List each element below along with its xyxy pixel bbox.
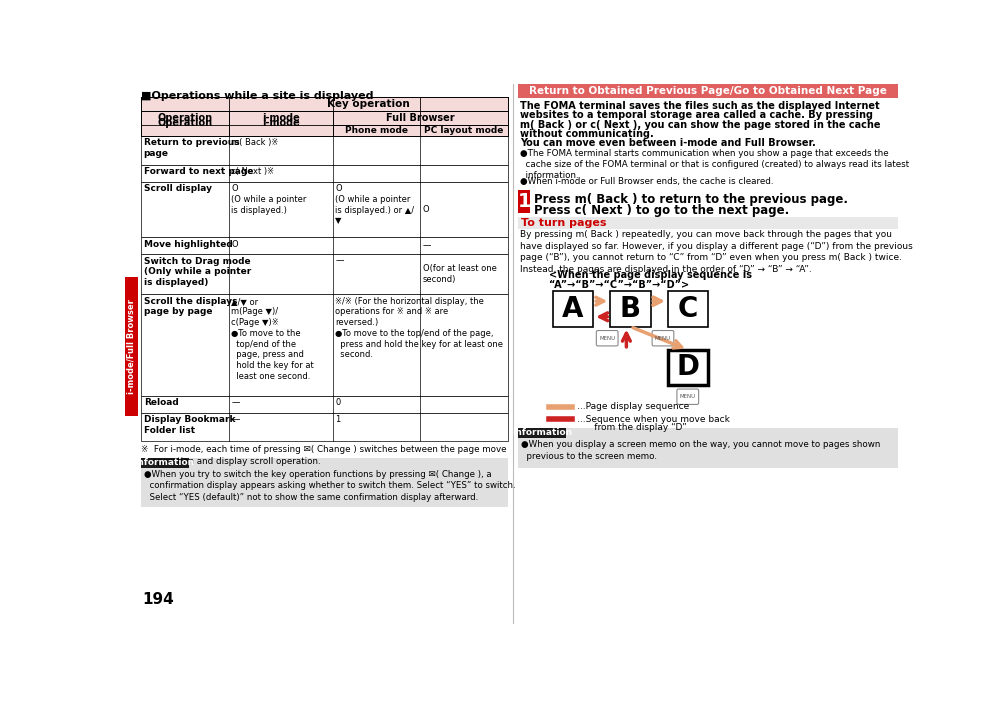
Text: Phone mode: Phone mode (345, 125, 408, 135)
Text: Key operation: Key operation (327, 99, 409, 109)
Text: “A”→“B”→“C”→“B”→“D”>: “A”→“B”→“C”→“B”→“D”> (550, 280, 689, 290)
Text: O: O (231, 240, 238, 249)
FancyBboxPatch shape (140, 458, 188, 468)
FancyBboxPatch shape (611, 291, 651, 327)
Text: ...Page display sequence: ...Page display sequence (577, 402, 690, 411)
FancyBboxPatch shape (229, 111, 332, 136)
FancyBboxPatch shape (519, 84, 898, 98)
FancyBboxPatch shape (652, 330, 674, 346)
FancyBboxPatch shape (519, 428, 898, 468)
Text: The FOMA terminal saves the files such as the displayed Internet: The FOMA terminal saves the files such a… (520, 101, 879, 111)
Text: —: — (422, 241, 431, 250)
FancyBboxPatch shape (140, 294, 508, 396)
Text: 1: 1 (335, 415, 340, 424)
Text: i-mode: i-mode (262, 118, 299, 128)
FancyBboxPatch shape (668, 350, 708, 385)
FancyBboxPatch shape (140, 396, 508, 413)
Text: C: C (678, 295, 698, 323)
Text: ●When you try to switch the key operation functions by pressing ✉( Change ), a
 : ●When you try to switch the key operatio… (144, 470, 516, 502)
Text: PC layout mode: PC layout mode (424, 125, 504, 135)
Text: Switch to Drag mode
(Only while a pointer
is displayed): Switch to Drag mode (Only while a pointe… (144, 257, 251, 287)
FancyBboxPatch shape (553, 291, 594, 327)
Text: ■Operations while a site is displayed: ■Operations while a site is displayed (140, 91, 373, 101)
Text: 0: 0 (335, 398, 340, 407)
Text: Display Bookmark
Folder list: Display Bookmark Folder list (144, 415, 235, 435)
Text: websites to a temporal storage area called a cache. By pressing: websites to a temporal storage area call… (520, 110, 873, 121)
Text: Scroll the displays
page by page: Scroll the displays page by page (144, 297, 237, 316)
Text: Press c( Next ) to go to the next page.: Press c( Next ) to go to the next page. (534, 204, 789, 217)
FancyBboxPatch shape (140, 254, 508, 294)
Text: 1: 1 (518, 193, 532, 212)
Text: Full Browser: Full Browser (386, 113, 454, 123)
Text: —: — (231, 415, 239, 424)
Text: B: B (620, 295, 641, 323)
Text: Information: Information (134, 458, 195, 468)
FancyBboxPatch shape (140, 413, 508, 441)
Text: O
(O while a pointer
is displayed.) or ▲/
▼: O (O while a pointer is displayed.) or ▲… (335, 184, 414, 226)
Text: without communicating.: without communicating. (520, 129, 654, 139)
Text: Press m( Back ) to return to the previous page.: Press m( Back ) to return to the previou… (534, 193, 848, 207)
FancyBboxPatch shape (519, 191, 531, 214)
Text: —: — (335, 257, 343, 266)
Text: Scroll display: Scroll display (144, 184, 212, 193)
FancyBboxPatch shape (597, 330, 618, 346)
FancyBboxPatch shape (140, 125, 508, 136)
Text: <When the page display sequence is: <When the page display sequence is (550, 271, 752, 280)
FancyBboxPatch shape (140, 97, 508, 111)
FancyBboxPatch shape (677, 389, 699, 404)
Text: c( Next )※: c( Next )※ (231, 168, 274, 176)
Text: You can move even between i-mode and Full Browser.: You can move even between i-mode and Ful… (520, 138, 816, 148)
FancyBboxPatch shape (140, 182, 508, 238)
FancyBboxPatch shape (140, 238, 508, 254)
Text: By pressing m( Back ) repeatedly, you can move back through the pages that you
h: By pressing m( Back ) repeatedly, you ca… (520, 231, 912, 274)
Text: i-mode/Full Browser: i-mode/Full Browser (127, 299, 136, 394)
Text: 194: 194 (142, 592, 174, 607)
Text: ...Sequence when you move back: ...Sequence when you move back (577, 414, 730, 423)
Text: Information: Information (513, 428, 573, 437)
FancyBboxPatch shape (519, 217, 898, 229)
Text: ●When i-mode or Full Browser ends, the cache is cleared.: ●When i-mode or Full Browser ends, the c… (520, 177, 773, 186)
Text: MENU: MENU (600, 336, 616, 341)
FancyBboxPatch shape (668, 291, 708, 327)
Text: i-mode: i-mode (262, 113, 299, 123)
Text: Move highlighted: Move highlighted (144, 240, 232, 249)
FancyBboxPatch shape (140, 136, 508, 165)
Text: ●The FOMA terminal starts communication when you show a page that exceeds the
  : ●The FOMA terminal starts communication … (520, 149, 909, 180)
Text: MENU: MENU (680, 394, 696, 400)
Text: m( Back ) or c( Next ), you can show the page stored in the cache: m( Back ) or c( Next ), you can show the… (520, 120, 880, 130)
Text: To turn pages: To turn pages (522, 218, 607, 228)
Text: Operation: Operation (157, 118, 212, 128)
FancyBboxPatch shape (140, 458, 508, 507)
Text: ※  For i-mode, each time of pressing ✉( Change ) switches between the page move
: ※ For i-mode, each time of pressing ✉( C… (140, 445, 507, 466)
Text: from the display “D”: from the display “D” (577, 423, 687, 432)
Text: MENU: MENU (655, 336, 671, 341)
Text: m( Back )※: m( Back )※ (231, 138, 278, 147)
Text: O
(O while a pointer
is displayed.): O (O while a pointer is displayed.) (231, 184, 306, 215)
FancyBboxPatch shape (140, 165, 508, 182)
Text: Return to Obtained Previous Page/Go to Obtained Next Page: Return to Obtained Previous Page/Go to O… (529, 86, 887, 96)
Text: —: — (231, 398, 239, 407)
FancyBboxPatch shape (140, 111, 508, 125)
FancyBboxPatch shape (140, 111, 229, 136)
Text: A: A (563, 295, 584, 323)
Text: O: O (422, 205, 429, 214)
Text: ●When you display a screen memo on the way, you cannot move to pages shown
  pre: ●When you display a screen memo on the w… (522, 440, 881, 461)
Text: Operation: Operation (157, 113, 212, 123)
Text: ▲/▼ or
m(Page ▼)/
c(Page ▼)※
●To move to the
  top/end of the
  page, press and
: ▲/▼ or m(Page ▼)/ c(Page ▼)※ ●To move to… (231, 297, 314, 381)
Text: D: D (677, 353, 700, 381)
Text: Reload: Reload (144, 398, 178, 407)
FancyBboxPatch shape (125, 278, 137, 416)
Text: Forward to next page: Forward to next page (144, 168, 253, 176)
Text: ※/※ (For the horizontal display, the
operations for ※ and ※ are
reversed.)
●To m: ※/※ (For the horizontal display, the ope… (335, 297, 504, 360)
Text: O(for at least one
second): O(for at least one second) (422, 264, 496, 284)
Text: Return to previous
page: Return to previous page (144, 138, 239, 158)
FancyBboxPatch shape (519, 428, 567, 438)
